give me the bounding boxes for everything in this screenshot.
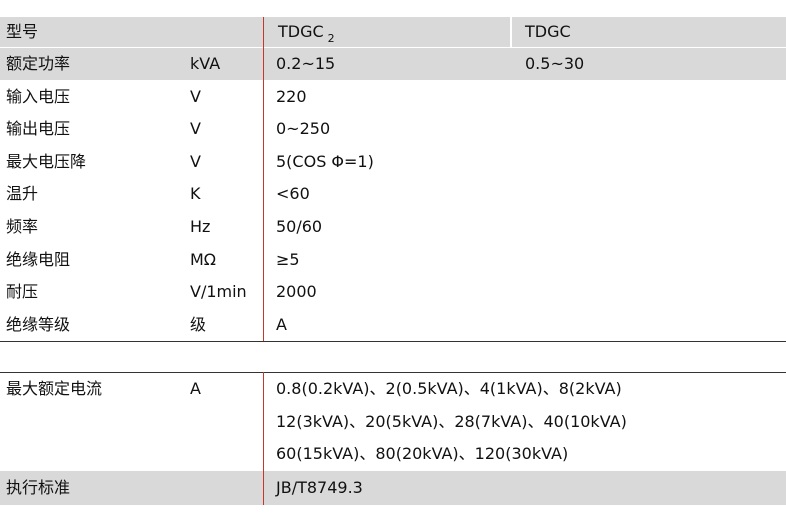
header-cell: TDGC [525, 22, 571, 41]
unit: K [190, 184, 201, 204]
value: 220 [276, 86, 307, 106]
value: A [276, 314, 287, 334]
value: <60 [276, 184, 310, 204]
value: 2000 [276, 282, 317, 302]
unit: V [190, 119, 201, 139]
rule [0, 372, 786, 373]
row-label: 频率 [6, 217, 39, 236]
value: ≥5 [276, 249, 300, 269]
row-label: 额定功率 [6, 54, 71, 73]
header-cell: TDGC 2 [278, 22, 335, 49]
value: JB/T8749.3 [276, 478, 363, 497]
model-sub: 2 [327, 32, 335, 45]
rule [0, 341, 786, 342]
row-bg [0, 48, 786, 80]
row-label: 绝缘电阻 [6, 249, 71, 269]
row-label: 耐压 [6, 282, 39, 302]
unit: V [190, 86, 201, 106]
row-label: 温升 [6, 184, 39, 204]
unit: V/1min [190, 282, 247, 302]
header-bg [0, 17, 510, 47]
header-bg [512, 17, 786, 47]
row-bg [0, 471, 786, 505]
value: 50/60 [276, 217, 323, 236]
row-label: 最大电压降 [6, 151, 87, 171]
value: 0.2~15 [276, 54, 336, 73]
unit: kVA [190, 54, 221, 73]
unit: Hz [190, 217, 211, 236]
row-label: 输出电压 [6, 119, 71, 139]
header-cell: 型号 [6, 22, 39, 41]
model-name: TDGC [278, 22, 324, 41]
column-divider [263, 17, 264, 341]
row-label: 输入电压 [6, 86, 71, 106]
value: 5(COS Φ=1) [276, 151, 374, 171]
row-label: 最大额定电流 [6, 379, 103, 398]
row-label: 执行标准 [6, 478, 71, 497]
unit: A [190, 379, 201, 398]
value: 0.8(0.2kVA)、2(0.5kVA)、4(1kVA)、8(2kVA) [276, 379, 622, 398]
unit: V [190, 151, 201, 171]
unit: 级 [190, 314, 207, 334]
value: 60(15kVA)、80(20kVA)、120(30kVA) [276, 444, 569, 464]
value: 0~250 [276, 119, 331, 139]
row-label: 绝缘等级 [6, 314, 71, 334]
column-divider [263, 372, 264, 505]
unit: MΩ [190, 249, 217, 269]
value: 0.5~30 [525, 54, 585, 73]
value: 12(3kVA)、20(5kVA)、28(7kVA)、40(10kVA) [276, 411, 627, 431]
